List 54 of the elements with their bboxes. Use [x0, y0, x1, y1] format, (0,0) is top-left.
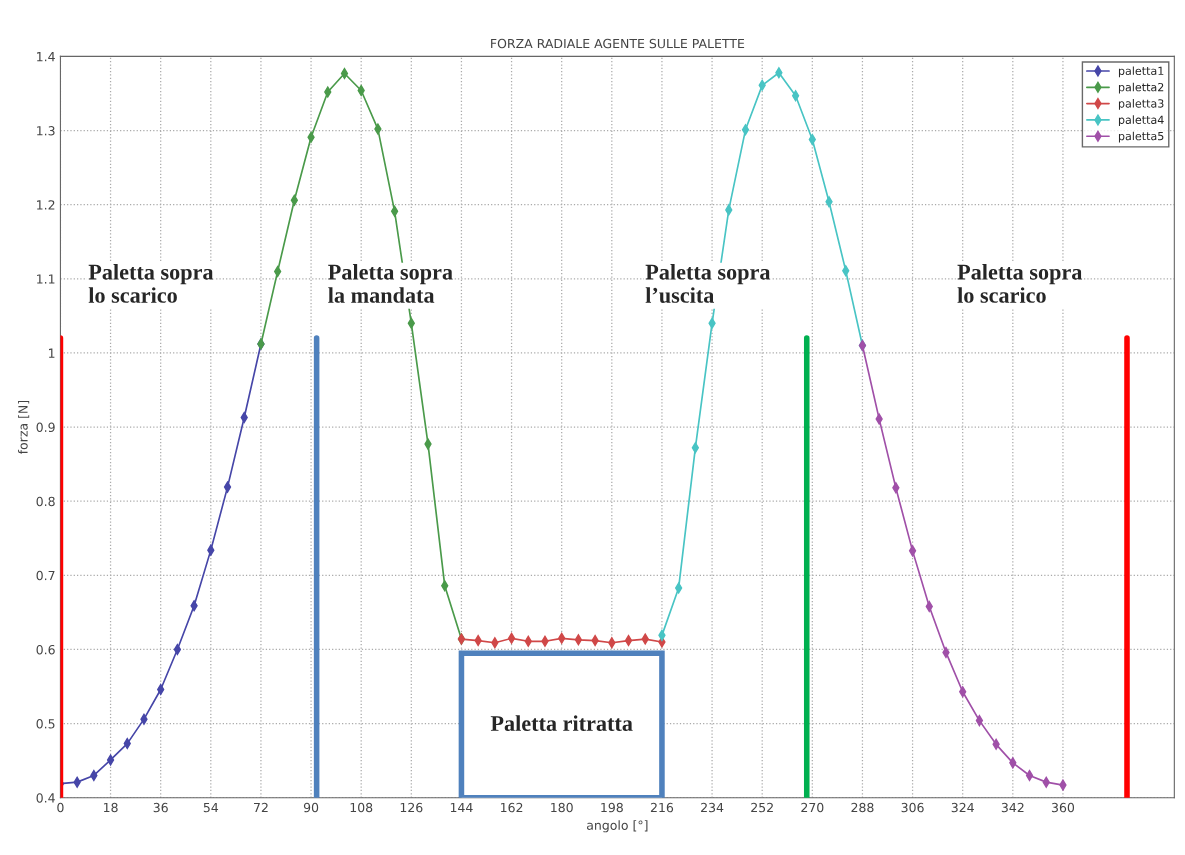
- x-tick-label: 288: [851, 802, 874, 813]
- y-tick-label: 1.1: [37, 274, 55, 284]
- point: [975, 715, 984, 727]
- x-tick-label: 234: [701, 802, 724, 813]
- point: [223, 481, 232, 493]
- y-tick-label: 1: [48, 348, 55, 358]
- x-tick-label: 108: [350, 802, 373, 813]
- legend-label: paletta3: [1118, 99, 1164, 110]
- band-label: Paletta ritratta: [490, 715, 633, 731]
- x-tick-label: 144: [450, 802, 473, 813]
- x-tick-label: 252: [751, 802, 773, 813]
- legend-label: paletta5: [1118, 131, 1164, 143]
- x-tick-label: 324: [951, 802, 974, 813]
- point: [106, 754, 115, 766]
- y-tick-label: 0.4: [36, 793, 55, 803]
- y-tick-label: 0.9: [36, 422, 55, 432]
- x-tick-label: 36: [153, 802, 168, 813]
- x-tick-label: 342: [1001, 802, 1024, 813]
- x-tick-label: 54: [203, 802, 219, 813]
- point: [390, 205, 399, 217]
- point: [574, 634, 583, 646]
- y-tick-label: 0.6: [36, 644, 55, 655]
- x-tick-label: 126: [400, 802, 423, 813]
- x-tick-label: 18: [103, 802, 118, 813]
- y-tick-label: 1.4: [37, 52, 55, 62]
- y-tick-label: 0.5: [36, 719, 55, 729]
- chart-title: FORZA RADIALE AGENTE SULLE PALETTE: [491, 38, 745, 49]
- y-tick-label: 0.8: [36, 496, 55, 507]
- x-tick-label: 162: [501, 802, 523, 813]
- y-axis-title: forza [N]: [18, 400, 30, 455]
- ref-line-label: Paletta sopra lo scarico: [957, 263, 1083, 303]
- point: [741, 124, 750, 136]
- x-axis-title: angolo [°]: [587, 820, 648, 833]
- x-tick-label: 216: [650, 802, 674, 813]
- ref-line-label: Paletta sopra l’uscita: [645, 263, 771, 303]
- x-tick-label: 306: [901, 802, 924, 813]
- point: [791, 90, 800, 102]
- y-tick-label: 1.2: [37, 200, 55, 210]
- x-tick-label: 360: [1051, 802, 1075, 813]
- ref-line-label: Paletta sopra la mandata: [328, 263, 453, 303]
- legend-label: paletta2: [1118, 82, 1164, 94]
- y-tick-label: 0.7: [36, 570, 55, 581]
- ref-line-label: Paletta sopra lo scarico: [88, 263, 214, 303]
- point: [507, 632, 516, 644]
- x-tick-label: 180: [551, 802, 573, 813]
- x-tick-label: 0: [57, 802, 64, 813]
- x-tick-label: 198: [601, 802, 623, 813]
- x-tick-label: 270: [801, 802, 824, 813]
- x-tick-label: 90: [303, 802, 319, 813]
- point: [908, 545, 917, 557]
- x-tick-label: 72: [254, 802, 268, 813]
- legend-label: paletta1: [1118, 66, 1164, 78]
- legend-label: paletta4: [1118, 115, 1164, 127]
- y-tick-label: 1.3: [37, 126, 55, 136]
